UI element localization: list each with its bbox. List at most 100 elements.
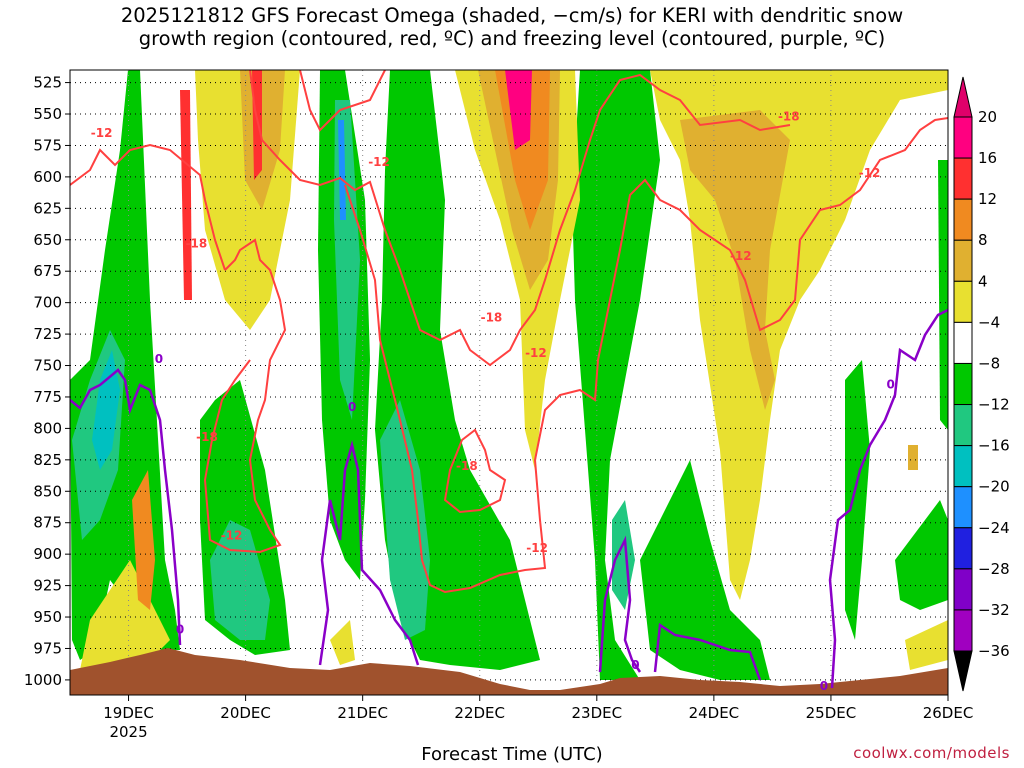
colorbar-swatch (953, 239, 973, 282)
dgz-contour (443, 428, 507, 514)
omega-shading (70, 70, 948, 680)
contour-label: -12 (730, 249, 752, 263)
contour-label: 0 (820, 679, 828, 693)
freezing-contour (70, 368, 182, 646)
x-tick-label: 21DEC (337, 704, 388, 722)
y-tick-label: 925 (33, 577, 62, 595)
colorbar-label: 20 (978, 108, 997, 126)
colorbar-top-triangle (953, 76, 973, 118)
dgz-contour (344, 117, 948, 594)
colorbar-swatch (953, 609, 973, 652)
x-tick-label: 25DEC (806, 704, 857, 722)
colorbar-swatch (953, 198, 973, 241)
title-line-2: growth region (contoured, red, ºC) and f… (138, 27, 886, 50)
y-tick-label: 975 (33, 639, 62, 657)
y-tick-label: 525 (33, 74, 62, 92)
cyan-region (92, 350, 120, 470)
colorbar-label: 16 (978, 149, 997, 167)
y-tick-label: 850 (33, 482, 62, 500)
contour-label: -12 (368, 155, 390, 169)
terrain-fill (70, 648, 948, 695)
x-tick-year: 2025 (109, 723, 147, 741)
x-tick-label: 19DEC (103, 704, 154, 722)
colorbar-label: 12 (978, 190, 997, 208)
yellow-region (330, 620, 355, 665)
colorbar-label: 4 (978, 272, 988, 290)
teal-region (380, 400, 430, 640)
colorbar-label: −36 (978, 642, 1010, 660)
y-tick-label: 750 (33, 357, 62, 375)
contour-label: 0 (348, 400, 356, 414)
site-credit: coolwx.com/models (853, 744, 1010, 762)
contour-labels: -12 -18 -18 -12 -12 -18 -18 -12 -12 -18 -12 -12 0 0 0 0… (91, 110, 895, 694)
red-streak (180, 90, 192, 300)
contour-label: -12 (525, 346, 547, 360)
plot-area: -12 -18 -18 -12 -12 -18 -18 -12 -12 -18 -12 -12 0 0 0 0… (70, 70, 948, 695)
contour-label: -18 (778, 110, 800, 124)
freezing-contour (653, 622, 762, 681)
x-tick-label: 26DEC (923, 704, 974, 722)
x-tick-label: 24DEC (689, 704, 740, 722)
contour-label: 0 (631, 658, 639, 672)
orange-region (908, 445, 918, 470)
orange-region (495, 70, 550, 230)
colorbar-swatch (953, 527, 973, 570)
green-region (572, 70, 660, 680)
colorbar-label: −8 (978, 354, 1000, 372)
freezing-contour (828, 308, 948, 689)
colorbar-label: 8 (978, 231, 988, 249)
contour-label: -18 (456, 459, 478, 473)
colorbar-swatch (953, 157, 973, 200)
dgz-contour (249, 70, 791, 367)
y-axis: 525 550 575 600 625 650 675 700 725 750 775 800 825 8… (24, 74, 70, 689)
contour-lines (70, 70, 948, 689)
contour-label: -18 (481, 311, 503, 325)
y-tick-label: 875 (33, 514, 62, 532)
red-streak (252, 70, 262, 180)
y-tick-label: 575 (33, 136, 62, 154)
y-tick-label: 900 (33, 545, 62, 563)
contour-label: -12 (91, 126, 113, 140)
y-tick-label: 725 (33, 325, 62, 343)
colorbar-label: −24 (978, 519, 1010, 537)
colorbar-label: −20 (978, 478, 1010, 496)
title-line-1: 2025121812 GFS Forecast Omega (shaded, −… (120, 4, 904, 27)
dgz-contour (203, 238, 287, 554)
contour-label: 0 (176, 623, 184, 637)
colorbar-label: −4 (978, 313, 1000, 331)
colorbar-swatch (953, 362, 973, 406)
colorbar-swatch (953, 321, 973, 364)
x-axis-title: Forecast Time (UTC) (421, 744, 603, 765)
x-tick-label: 22DEC (454, 704, 505, 722)
green-region (640, 460, 770, 680)
y-tick-label: 1000 (24, 671, 62, 689)
contour-label: -12 (221, 528, 243, 542)
y-tick-label: 825 (33, 451, 62, 469)
orange-region (132, 470, 155, 610)
freezing-contour (598, 535, 642, 673)
colorbar-label: −12 (978, 396, 1010, 414)
freezing-contour (318, 440, 420, 666)
contour-label: 0 (155, 352, 163, 366)
contour-label: -18 (196, 430, 218, 444)
colorbar-swatch (953, 568, 973, 611)
contour-label: 0 (886, 377, 894, 391)
terrain (70, 648, 948, 695)
colorbar-swatch (953, 486, 973, 529)
colorbar-swatch (953, 445, 973, 488)
yellow-region (80, 560, 170, 670)
green-region (895, 500, 948, 610)
yellow-region (905, 620, 948, 670)
y-tick-label: 800 (33, 419, 62, 437)
colorbar-swatch (953, 116, 973, 159)
teal-region (210, 520, 270, 640)
colorbar-label: −16 (978, 437, 1010, 455)
y-tick-label: 625 (33, 199, 62, 217)
contour-label: -18 (186, 237, 208, 251)
colorbar-swatch (953, 280, 973, 323)
y-tick-label: 600 (33, 168, 62, 186)
colorbar: 20 16 12 8 4 −4 −8 −12 −16 −20 −24 −28 −32 −36 (953, 76, 1010, 692)
y-tick-label: 700 (33, 294, 62, 312)
